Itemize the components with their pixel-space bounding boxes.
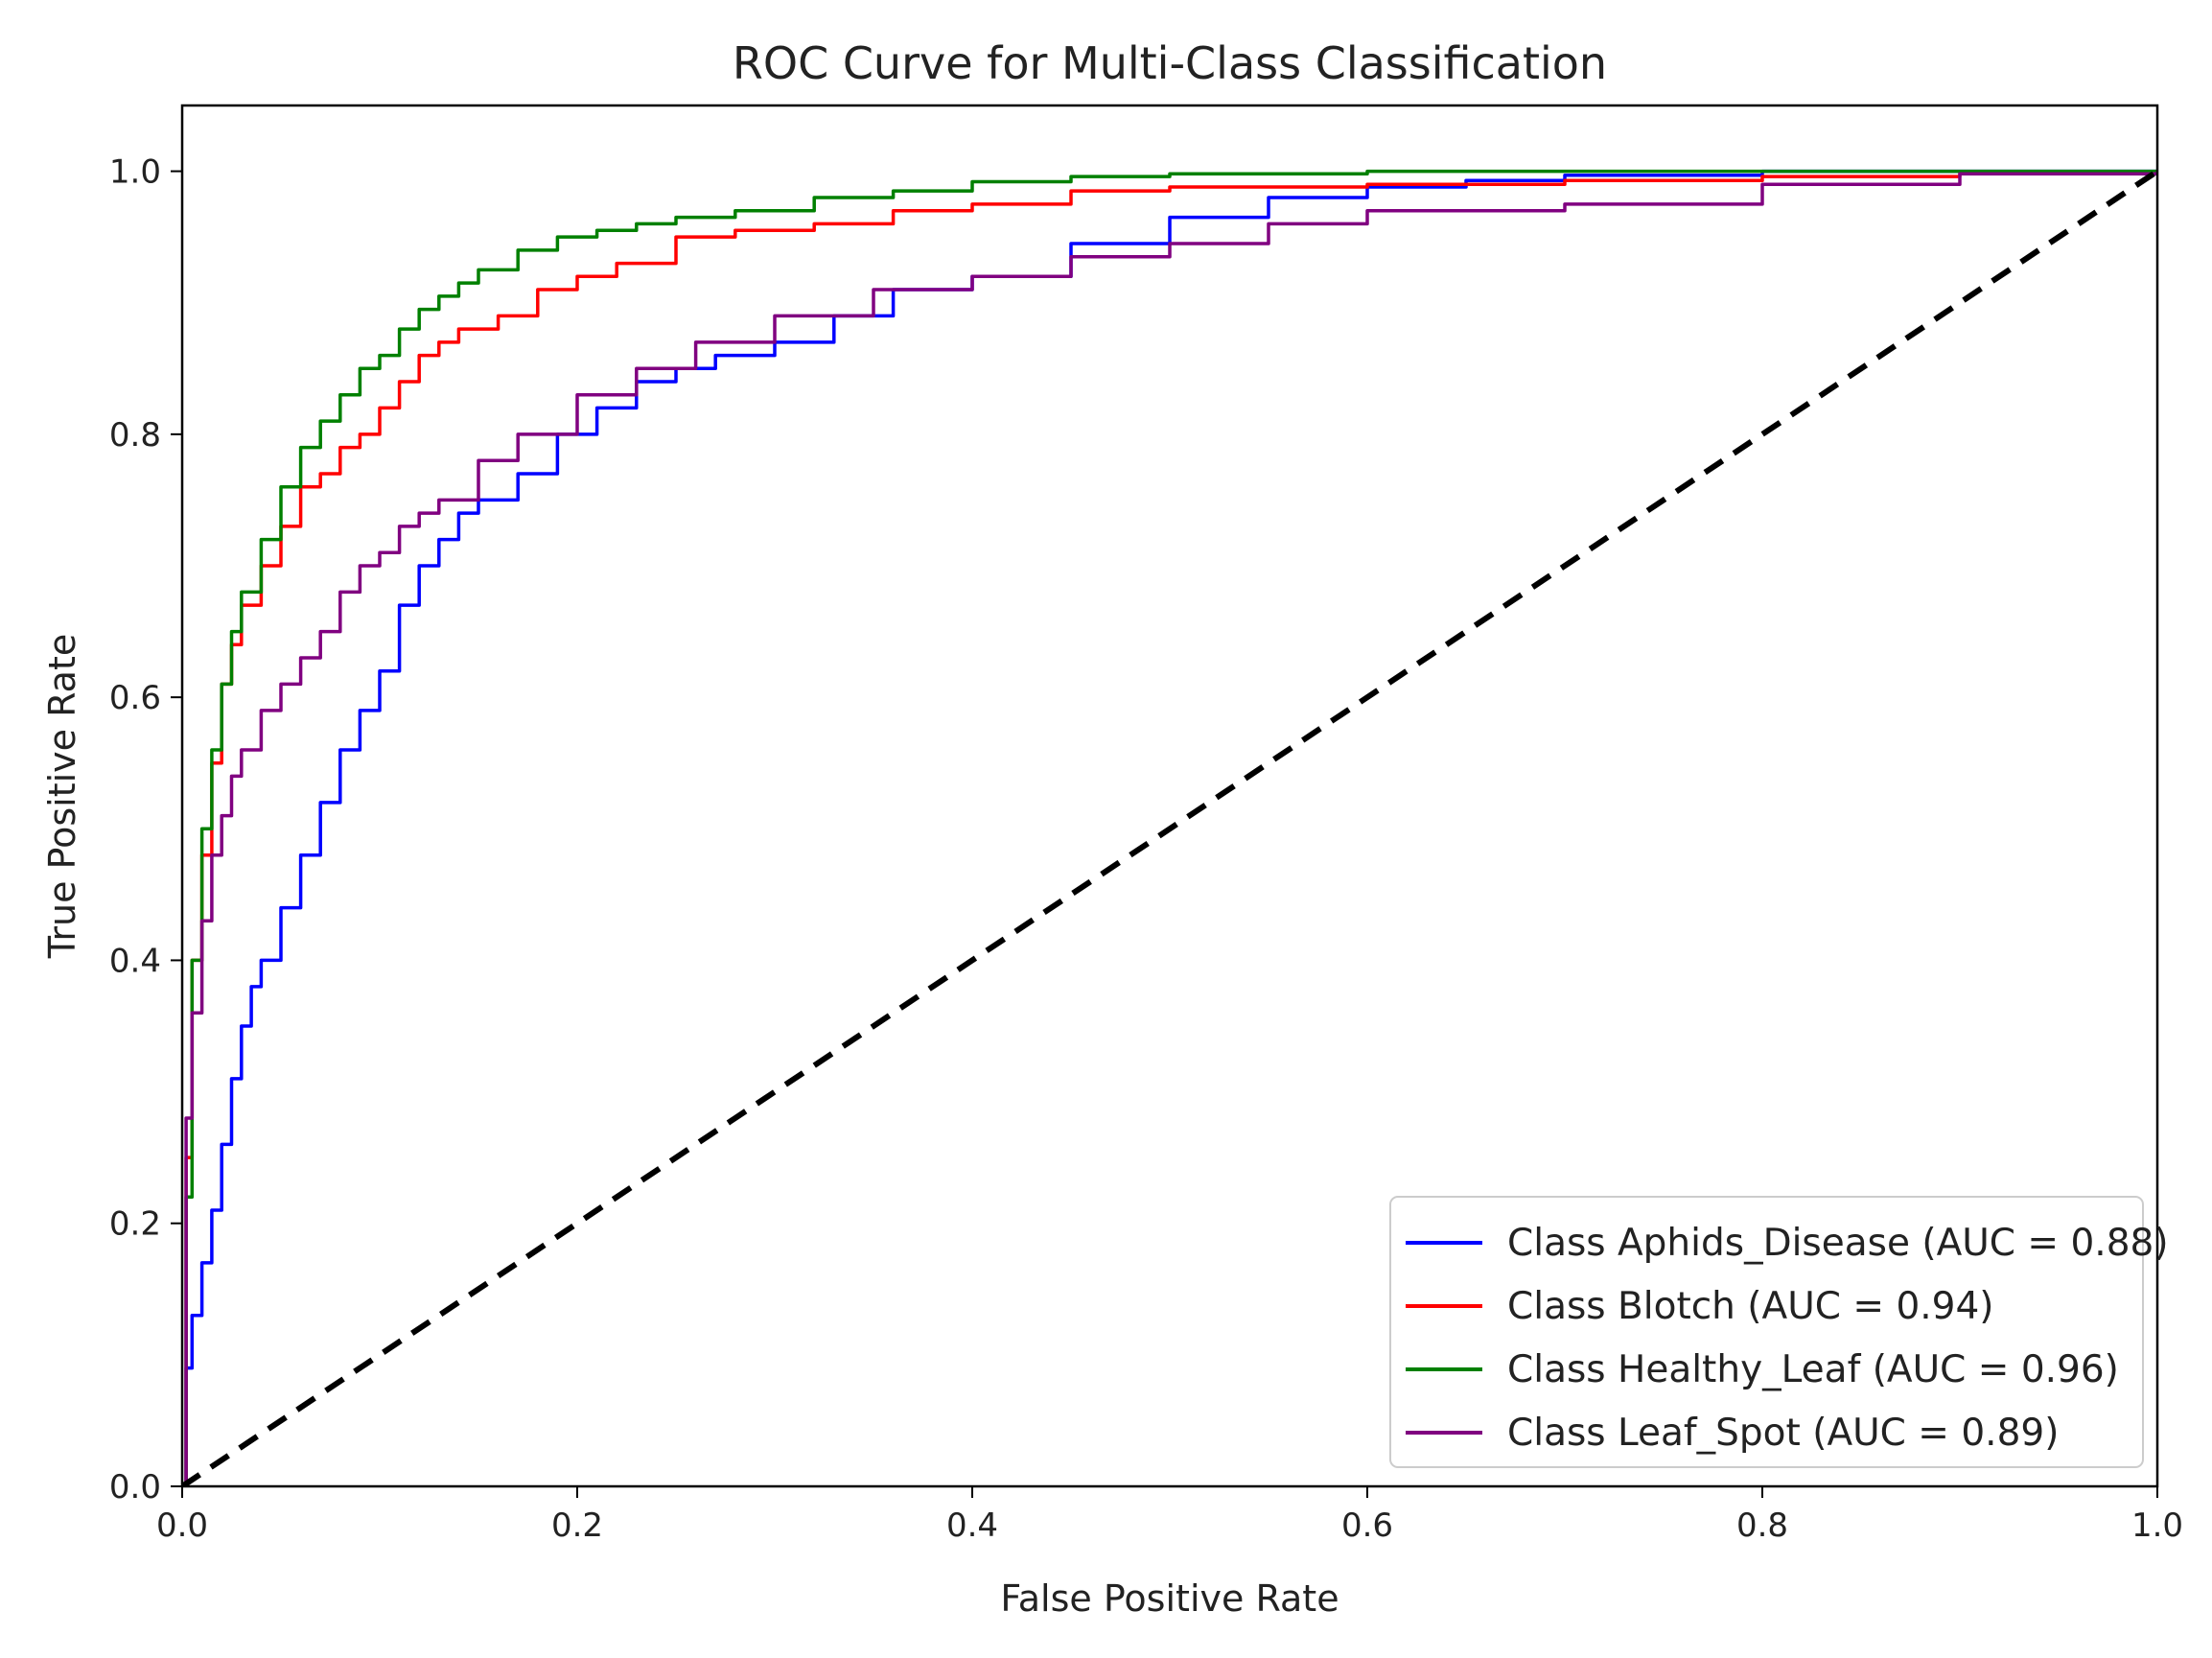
x-tick-label: 0.2 xyxy=(551,1506,603,1545)
y-tick-label: 0.8 xyxy=(109,416,161,455)
x-tick-label: 0.0 xyxy=(156,1506,208,1545)
legend-label: Class Healthy_Leaf (AUC = 0.96) xyxy=(1507,1348,2119,1391)
y-tick-label: 0.0 xyxy=(109,1468,161,1506)
y-tick-label: 1.0 xyxy=(109,153,161,192)
y-tick-label: 0.4 xyxy=(109,942,161,980)
legend-label: Class Blotch (AUC = 0.94) xyxy=(1507,1285,1994,1328)
legend-items: Class Aphids_Disease (AUC = 0.88) Class B… xyxy=(1406,1222,2169,1455)
plot-frame xyxy=(180,104,2159,1488)
legend-label: Class Aphids_Disease (AUC = 0.88) xyxy=(1507,1222,2169,1265)
y-tick-label: 0.2 xyxy=(109,1205,161,1244)
chance-diagonal-line xyxy=(182,169,2157,1486)
x-tick-label: 0.6 xyxy=(1341,1506,1393,1545)
series-layer xyxy=(182,169,2157,1486)
series-line-healthy-leaf xyxy=(182,169,2157,1486)
series-line-aphids-disease xyxy=(182,169,2157,1486)
y-tick-label: 0.6 xyxy=(109,679,161,717)
legend: Class Aphids_Disease (AUC = 0.88) Class B… xyxy=(1389,1196,2169,1468)
plot-area xyxy=(182,169,2157,1486)
chart-title: ROC Curve for Multi-Class Classification xyxy=(733,37,1607,89)
y-axis-label: True Positive Rate xyxy=(41,634,83,960)
x-tick-label: 1.0 xyxy=(2131,1506,2183,1545)
legend-label: Class Leaf_Spot (AUC = 0.89) xyxy=(1507,1412,2059,1455)
x-axis: 0.0 0.2 0.4 0.6 0.8 1.0 xyxy=(156,1486,2183,1545)
series-line-leaf-spot xyxy=(182,171,2157,1486)
x-tick-label: 0.8 xyxy=(1736,1506,1788,1545)
legend-box xyxy=(1389,1196,2144,1468)
x-tick-label: 0.4 xyxy=(946,1506,998,1545)
y-axis: 0.0 0.2 0.4 0.6 0.8 1.0 xyxy=(109,153,182,1506)
x-axis-label: False Positive Rate xyxy=(1000,1577,1339,1620)
